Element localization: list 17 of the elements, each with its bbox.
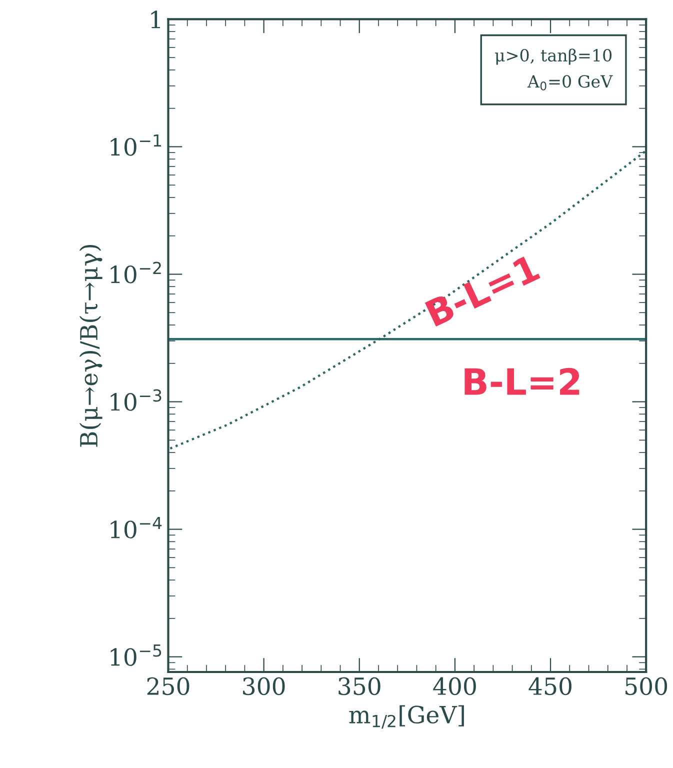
y-tick-label: 10$^{−5}$ — [110, 644, 162, 666]
y-axis-title: B(μ→eγ)/B(τ→μγ) — [79, 244, 102, 447]
x-tick-label: 500 — [626, 677, 668, 696]
x-tick-label: 400 — [433, 677, 476, 696]
x-tick-label: 350 — [338, 677, 380, 696]
annotation: B-L=2 — [464, 368, 580, 395]
y-tick-label: 10$^{−3}$ — [110, 389, 162, 411]
line-series — [169, 150, 646, 450]
x-tick-label: 450 — [528, 677, 572, 696]
y-tick-label: 10$^{−2}$ — [110, 262, 161, 284]
y-tick-label: 1 — [151, 10, 160, 28]
x-tick-label: 250 — [147, 677, 190, 696]
x-tick-label: 300 — [243, 677, 285, 696]
x-axis-title: m$_{1/2}$[GeV] — [349, 705, 464, 729]
y-tick-label: 10$^{−1}$ — [110, 134, 162, 156]
annotation: μ>0, tanβ=10 A$_{0}$=0 GeV — [495, 48, 613, 90]
y-tick-label: 10$^{−4}$ — [110, 517, 162, 538]
